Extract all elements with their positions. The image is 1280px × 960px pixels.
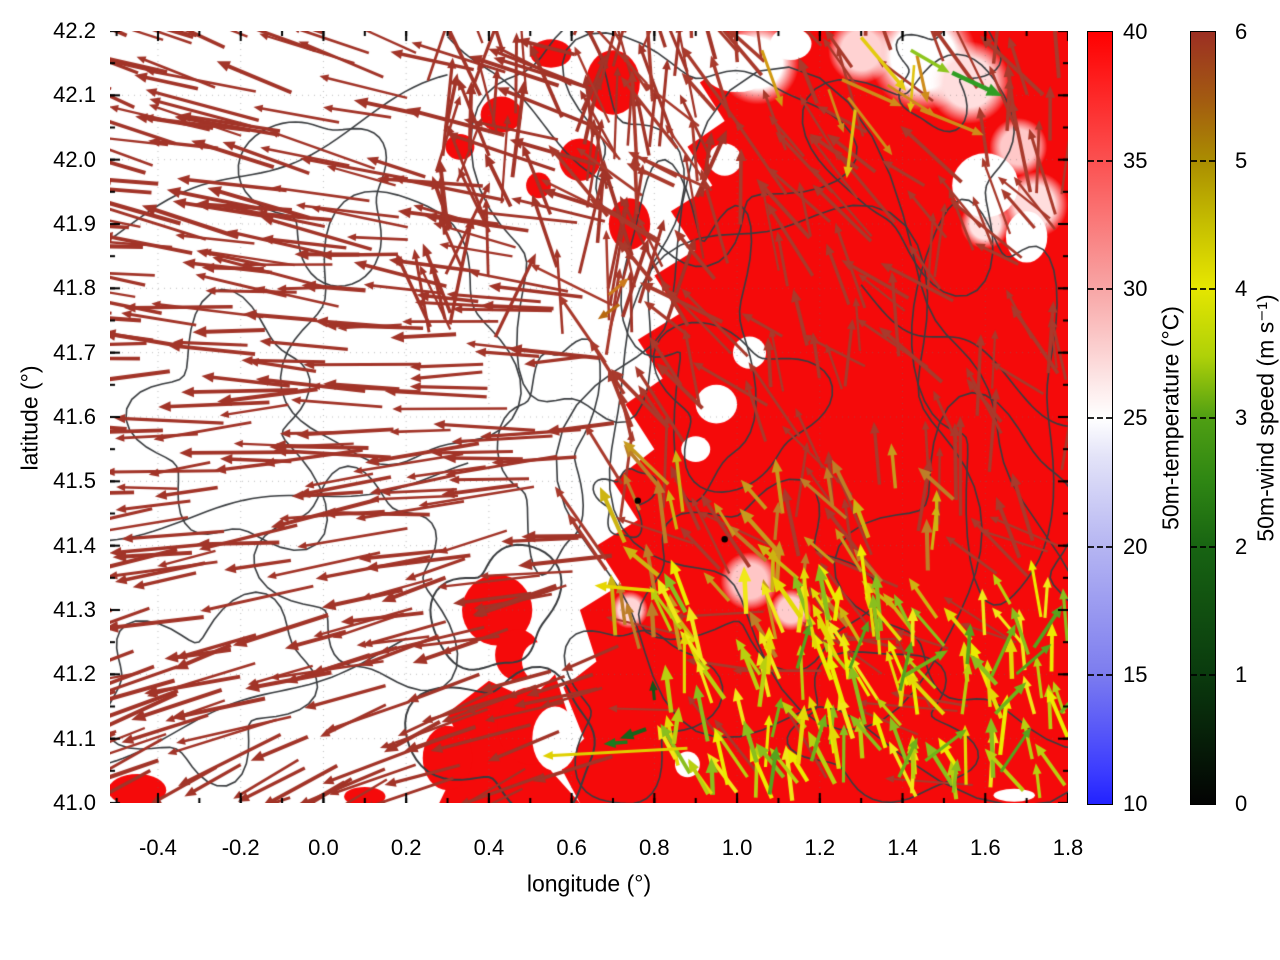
y-tick-label: 42.2 <box>53 18 96 43</box>
wind-speed-tick-label: 3 <box>1235 405 1248 430</box>
x-tick-label: 0.8 <box>639 835 670 860</box>
temperature-colorbar-tick <box>1088 159 1112 162</box>
wind-speed-colorbar-tick <box>1191 417 1215 419</box>
wind-speed-colorbar-tick <box>1191 159 1215 162</box>
y-tick-label: 41.2 <box>53 661 96 687</box>
x-tick-label: 0.6 <box>556 835 587 860</box>
x-tick-label: 0.2 <box>390 835 422 860</box>
x-tick-label: 1.0 <box>721 835 753 860</box>
y-tick-label: 41.5 <box>53 468 96 494</box>
y-tick-label: 41.4 <box>53 532 96 558</box>
y-tick-label: 41.7 <box>53 339 96 365</box>
x-tick-label: 0.4 <box>473 835 505 860</box>
y-tick-label: 42.0 <box>53 146 96 172</box>
wind-speed-tick-label: 0 <box>1235 791 1248 816</box>
temperature-colorbar-tick <box>1088 417 1112 419</box>
wind-speed-tick-label: 4 <box>1235 276 1248 302</box>
temperature-tick-label: 35 <box>1123 147 1148 173</box>
x-tick-label: -0.2 <box>221 835 260 860</box>
temperature-tick-label: 20 <box>1123 533 1148 559</box>
wind-speed-colorbar-tick <box>1191 674 1215 677</box>
temperature-colorbar-tick <box>1088 674 1112 677</box>
y-tick-label: 41.6 <box>53 404 96 429</box>
temperature-tick-label: 10 <box>1123 791 1148 816</box>
temperature-tick-label: 25 <box>1123 405 1148 430</box>
temperature-colorbar <box>1087 31 1113 805</box>
wind-speed-tick-label: 2 <box>1235 533 1248 559</box>
x-axis-title: longitude (°) <box>526 870 652 897</box>
temperature-colorbar-tick <box>1088 545 1112 548</box>
temperature-tick-label: 40 <box>1123 19 1148 44</box>
x-tick-label: 1.6 <box>969 835 1001 860</box>
y-tick-label: 41.1 <box>53 725 96 751</box>
wind-speed-tick-label: 1 <box>1235 662 1248 688</box>
wind-speed-colorbar <box>1190 31 1216 805</box>
temperature-colorbar-tick <box>1088 288 1112 291</box>
y-tick-label: 41.3 <box>53 597 96 622</box>
wind-speed-tick-label: 5 <box>1235 147 1248 173</box>
temperature-tick-label: 30 <box>1123 276 1148 302</box>
map-canvas <box>110 31 1068 803</box>
wind-speed-colorbar-tick <box>1191 545 1215 548</box>
wind-speed-colorbar-tick <box>1191 288 1215 291</box>
y-tick-label: 41.0 <box>53 790 96 815</box>
wind-speed-tick-label: 6 <box>1235 19 1248 44</box>
x-tick-label: 1.2 <box>804 835 836 860</box>
y-tick-label: 41.9 <box>53 211 96 236</box>
y-tick-label: 42.1 <box>53 82 96 108</box>
x-tick-label: 0.0 <box>308 835 339 860</box>
x-tick-label: 1.4 <box>887 835 918 860</box>
x-tick-label: -0.4 <box>139 835 177 860</box>
temperature-tick-label: 15 <box>1123 662 1148 688</box>
y-tick-label: 41.8 <box>53 275 96 301</box>
x-tick-label: 1.8 <box>1052 835 1084 860</box>
